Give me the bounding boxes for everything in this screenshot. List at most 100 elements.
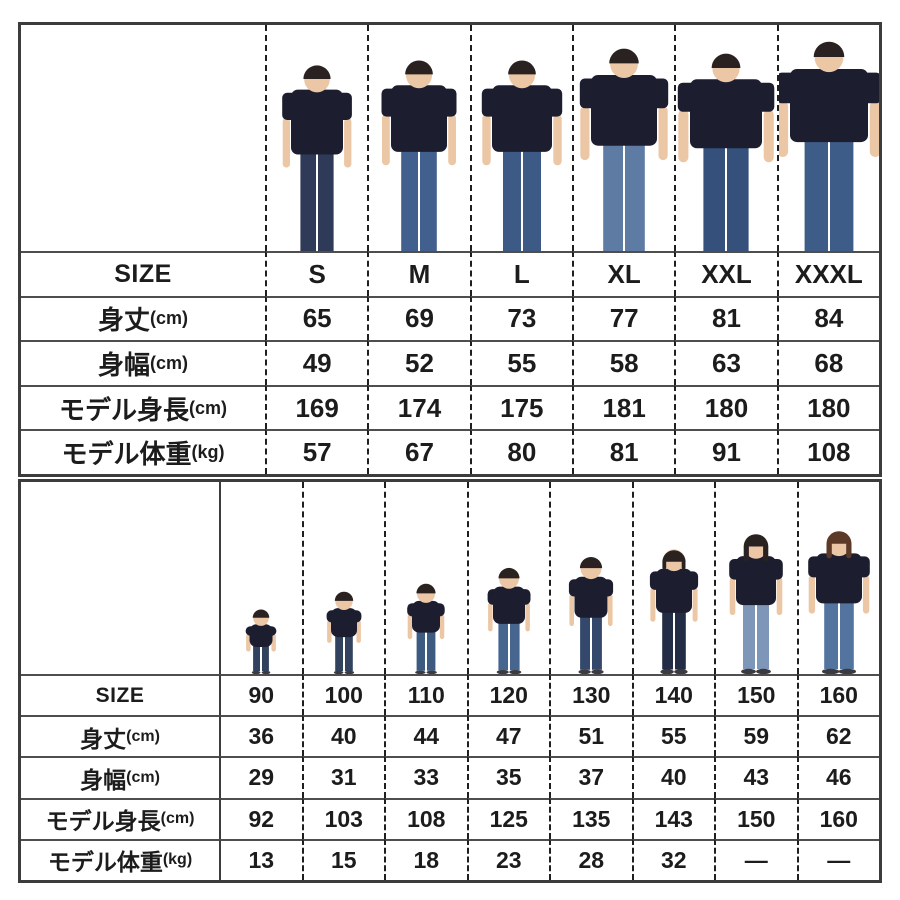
size-header-label: SIZE [95,683,145,707]
row-label: 身幅 [80,766,127,793]
value: 81 [712,303,741,334]
value: 52 [405,347,434,378]
value: 143 [654,805,693,832]
model-photo-L [469,25,572,251]
value: 51 [578,723,605,750]
row-label-cell: モデル体重 (kg) [21,429,265,474]
size-header-value: 150 [737,682,776,709]
value: 108 [407,805,446,832]
size-header-value: XL [607,258,641,289]
model-figure [326,591,362,674]
value: 150 [737,805,776,832]
size-header-value-cell: 110 [384,674,467,716]
size-header-value: 90 [248,682,275,709]
row-unit: (kg) [162,851,193,869]
value-cell: 175 [469,384,572,430]
row-label: モデル体重 [61,439,192,470]
value-cell: 91 [674,429,777,474]
value: 44 [413,723,440,750]
value-cell: 44 [384,715,467,757]
value-cell: 81 [572,429,675,474]
value: 68 [814,347,844,378]
value-cell: — [796,838,879,880]
value-cell: 58 [572,340,675,385]
value: 36 [248,723,275,750]
row-label: 身丈 [97,305,150,336]
value-cell: 92 [219,797,302,839]
model-photo-90 [219,482,302,674]
size-header-value: L [513,258,530,289]
value: 55 [507,347,537,378]
size-header-value-cell: 150 [714,674,797,716]
value-cell: 13 [219,838,302,880]
model-figure [282,65,353,251]
row-label-cell: 身丈 (cm) [21,715,219,756]
value-cell: 29 [219,756,302,798]
row-unit: (cm) [126,768,160,786]
model-figure [807,531,870,674]
value: 23 [495,846,522,873]
value: 35 [495,764,522,791]
value: 91 [712,437,741,468]
value-cell: 135 [549,797,632,839]
value: 31 [330,764,357,791]
value: 63 [712,347,741,378]
value: 81 [609,437,639,468]
value-cell: 174 [367,384,470,430]
value-cell: 73 [469,295,572,341]
size-header-value-cell: 90 [219,674,302,716]
value: 32 [660,846,687,873]
value: 58 [609,347,639,378]
value-cell: 36 [219,715,302,757]
value-cell: 28 [549,838,632,880]
row-label: モデル身長 [58,394,189,425]
size-header-value-cell: M [367,251,470,296]
row-unit: (cm) [189,397,228,418]
value-cell: 80 [469,429,572,474]
model-photo-S [265,25,367,251]
value: 47 [495,723,522,750]
photo-row-spacer [21,25,265,251]
value: — [744,846,768,873]
value: 15 [330,846,357,873]
size-header-value-cell: L [469,251,572,296]
value-cell: 43 [714,756,797,798]
model-figure [407,583,445,674]
row-unit: (cm) [150,308,189,329]
value: 55 [660,723,687,750]
value: 46 [825,764,852,791]
row-label: 身丈 [80,725,127,752]
value-cell: 57 [265,429,368,474]
model-figure [487,567,531,674]
value-cell: 40 [301,715,384,757]
value: 174 [397,392,442,423]
row-label-cell: 身幅 (cm) [21,340,265,385]
model-figure [729,534,784,674]
row-label-cell: 身幅 (cm) [21,756,219,797]
value: 13 [248,846,275,873]
value: 62 [825,723,852,750]
size-header-value-cell: 120 [466,674,549,716]
size-header-value: XXXL [794,258,863,289]
size-header-value: 130 [572,682,611,709]
value: 73 [507,303,537,334]
value: 84 [814,303,844,334]
value-cell: 46 [796,756,879,798]
value: 160 [819,805,858,832]
value-cell: 23 [466,838,549,880]
size-header-label: SIZE [114,259,172,288]
size-header-value: 100 [324,682,363,709]
row-unit: (cm) [150,352,189,373]
model-figure [579,48,669,251]
value: 43 [743,764,770,791]
value-cell: 51 [549,715,632,757]
row-label: モデル身長 [45,808,161,835]
value: 67 [405,437,434,468]
value-cell: 18 [384,838,467,880]
value: 49 [302,347,332,378]
value: 59 [743,723,770,750]
value-cell: 169 [265,384,368,430]
value-cell: 40 [631,756,714,798]
value-cell: 108 [384,797,467,839]
